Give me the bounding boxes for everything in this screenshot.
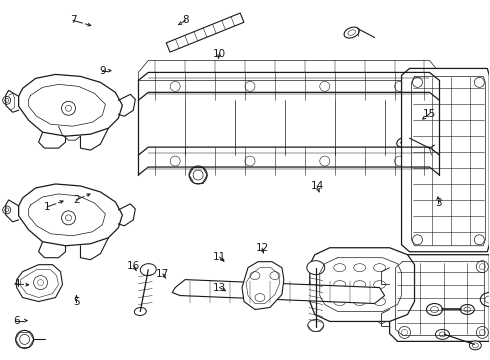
Text: 6: 6: [13, 316, 20, 325]
Text: 14: 14: [311, 181, 324, 192]
Ellipse shape: [66, 105, 72, 111]
Ellipse shape: [474, 77, 484, 87]
Polygon shape: [390, 255, 490, 341]
Ellipse shape: [320, 81, 330, 91]
Ellipse shape: [431, 306, 439, 312]
Text: 5: 5: [73, 297, 80, 307]
Ellipse shape: [134, 307, 147, 315]
Ellipse shape: [348, 30, 356, 35]
Text: 15: 15: [423, 109, 436, 119]
Ellipse shape: [398, 327, 411, 338]
Ellipse shape: [394, 81, 405, 91]
Ellipse shape: [170, 156, 180, 166]
Text: 16: 16: [127, 261, 140, 271]
Ellipse shape: [66, 215, 72, 221]
Ellipse shape: [480, 293, 490, 306]
Ellipse shape: [374, 298, 386, 306]
Text: 2: 2: [73, 195, 80, 205]
Polygon shape: [19, 75, 122, 136]
Ellipse shape: [307, 261, 325, 275]
Ellipse shape: [394, 156, 405, 166]
Text: 4: 4: [13, 279, 20, 289]
Ellipse shape: [62, 101, 75, 115]
Ellipse shape: [140, 264, 156, 276]
Ellipse shape: [334, 280, 346, 289]
Ellipse shape: [193, 170, 203, 180]
Ellipse shape: [398, 261, 411, 273]
Ellipse shape: [255, 293, 265, 302]
Ellipse shape: [397, 137, 413, 147]
Ellipse shape: [38, 280, 44, 285]
Ellipse shape: [440, 332, 445, 337]
Ellipse shape: [476, 261, 489, 273]
Ellipse shape: [245, 156, 255, 166]
Ellipse shape: [472, 343, 478, 348]
Polygon shape: [17, 265, 63, 302]
Ellipse shape: [401, 264, 408, 270]
Ellipse shape: [250, 272, 260, 280]
Text: 8: 8: [182, 15, 189, 26]
Ellipse shape: [378, 315, 386, 323]
Polygon shape: [138, 60, 440, 80]
Polygon shape: [401, 68, 490, 252]
Ellipse shape: [464, 307, 471, 312]
Text: 17: 17: [156, 269, 170, 279]
Ellipse shape: [401, 329, 408, 336]
Ellipse shape: [426, 303, 442, 315]
Ellipse shape: [5, 208, 9, 212]
Text: 12: 12: [255, 243, 269, 253]
Ellipse shape: [308, 319, 324, 332]
Ellipse shape: [2, 96, 11, 104]
Ellipse shape: [479, 264, 485, 270]
Ellipse shape: [334, 264, 346, 272]
Text: 11: 11: [213, 252, 226, 262]
Ellipse shape: [354, 298, 366, 306]
Ellipse shape: [16, 330, 34, 348]
Ellipse shape: [34, 276, 48, 289]
Text: 10: 10: [213, 49, 226, 59]
Polygon shape: [166, 13, 244, 52]
Ellipse shape: [378, 273, 386, 280]
Text: 13: 13: [213, 283, 226, 293]
Ellipse shape: [245, 81, 255, 91]
Ellipse shape: [374, 264, 386, 272]
Ellipse shape: [479, 329, 485, 336]
Ellipse shape: [476, 327, 489, 338]
Ellipse shape: [62, 211, 75, 225]
Ellipse shape: [469, 341, 481, 350]
Ellipse shape: [320, 156, 330, 166]
Ellipse shape: [374, 280, 386, 289]
Ellipse shape: [413, 235, 422, 245]
Ellipse shape: [189, 166, 207, 184]
Ellipse shape: [344, 27, 359, 38]
Ellipse shape: [354, 280, 366, 289]
Ellipse shape: [170, 81, 180, 91]
Text: 7: 7: [70, 15, 76, 26]
Ellipse shape: [401, 140, 409, 145]
Ellipse shape: [334, 298, 346, 306]
Ellipse shape: [2, 206, 11, 214]
Polygon shape: [242, 262, 284, 310]
Polygon shape: [172, 280, 385, 303]
Ellipse shape: [270, 272, 280, 280]
Text: 9: 9: [99, 66, 106, 76]
Ellipse shape: [413, 77, 422, 87]
Ellipse shape: [461, 305, 474, 315]
Ellipse shape: [354, 264, 366, 272]
Ellipse shape: [20, 334, 29, 345]
Ellipse shape: [474, 235, 484, 245]
Ellipse shape: [5, 98, 9, 102]
Polygon shape: [19, 184, 122, 246]
Text: 1: 1: [44, 202, 50, 212]
Ellipse shape: [436, 329, 449, 339]
Text: 3: 3: [435, 198, 441, 208]
Ellipse shape: [485, 296, 490, 303]
Polygon shape: [310, 248, 415, 321]
